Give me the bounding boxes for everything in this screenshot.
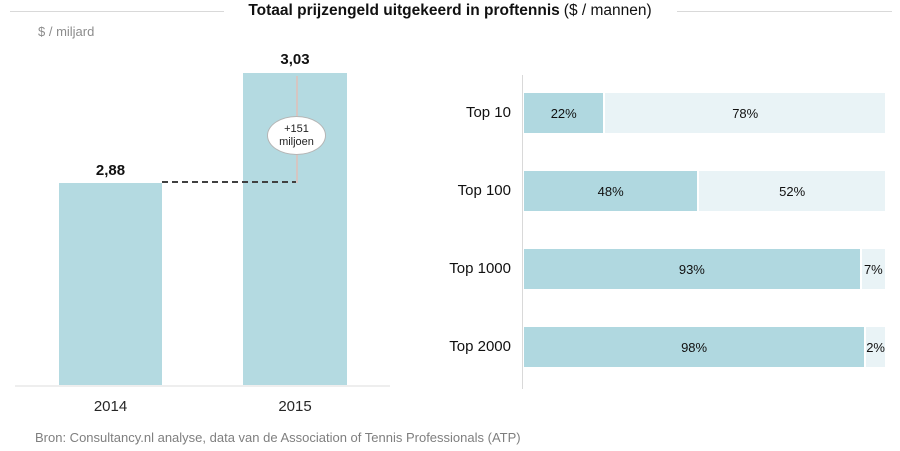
bar-value-2014: 2,88 — [95, 162, 126, 179]
chart-title: Totaal prijzengeld uitgekeerd in proften… — [0, 2, 900, 20]
title-rule-left — [10, 11, 224, 12]
source-note: Bron: Consultancy.nl analyse, data van d… — [35, 430, 521, 445]
segment-rest: 2% — [866, 327, 885, 367]
title-rule-right — [677, 11, 892, 12]
segment-share: 98% — [524, 327, 865, 367]
x-tick-2015: 2015 — [278, 398, 312, 415]
annotation-line1: +151 — [284, 122, 309, 135]
bar-2014 — [59, 183, 162, 385]
bar-value-2015: 3,03 — [280, 51, 310, 68]
segment-share-label: 48% — [597, 183, 624, 199]
row-label-top-100: Top 100 — [457, 182, 511, 199]
x-axis-baseline — [15, 385, 390, 387]
segment-rest: 78% — [605, 93, 885, 133]
segment-rest-label: 78% — [732, 105, 759, 121]
comparison-dashed-line — [162, 181, 298, 183]
row-label-top-2000: Top 2000 — [449, 338, 511, 355]
row-label-top-10: Top 10 — [465, 104, 511, 121]
segment-share-label: 93% — [678, 261, 705, 277]
y-axis-unit-label: $ / miljard — [38, 24, 95, 39]
segment-rest-label: 2% — [866, 339, 885, 355]
annotation-line2: miljoen — [279, 135, 314, 148]
segment-rest: 7% — [861, 249, 885, 289]
segment-rest-label: 52% — [779, 183, 806, 199]
segment-share: 22% — [524, 93, 604, 133]
annotation-bubble: +151 miljoen — [267, 116, 326, 155]
segment-share-label: 98% — [681, 339, 708, 355]
stacked-bar-top-2000: 98% 2% — [524, 327, 885, 367]
stacked-bar-top-100: 48% 52% — [524, 171, 885, 211]
right-chart-axis — [522, 75, 523, 389]
x-tick-2014: 2014 — [93, 398, 128, 415]
segment-share-label: 22% — [550, 105, 577, 121]
stacked-bar-top-1000: 93% 7% — [524, 249, 885, 289]
segment-rest-label: 7% — [863, 261, 883, 277]
segment-share: 48% — [524, 171, 698, 211]
row-label-top-1000: Top 1000 — [449, 260, 511, 277]
chart-title-suffix: ($ / mannen) — [563, 2, 652, 19]
chart-title-main: Totaal prijzengeld uitgekeerd in proften… — [248, 2, 560, 19]
segment-rest: 52% — [699, 171, 885, 211]
segment-share: 93% — [524, 249, 860, 289]
stacked-bar-top-10: 22% 78% — [524, 93, 885, 133]
